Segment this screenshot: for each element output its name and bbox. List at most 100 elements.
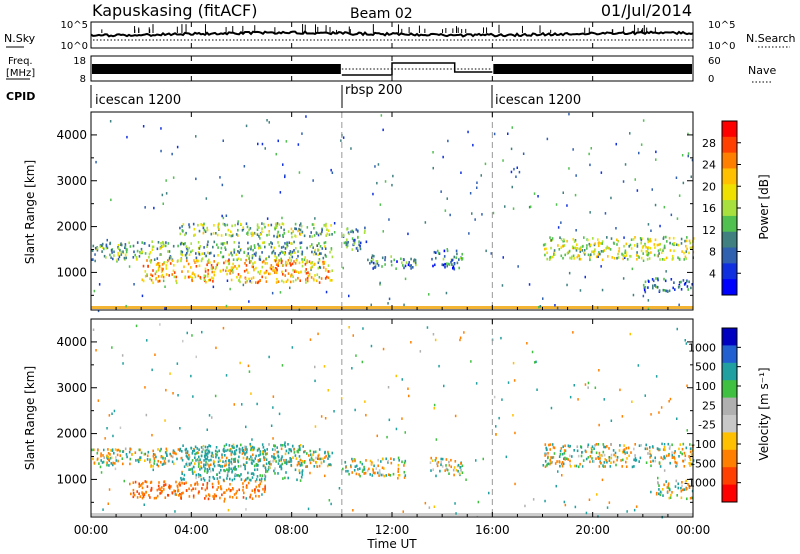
echo-point bbox=[158, 265, 161, 268]
echo-point bbox=[144, 480, 147, 483]
noise-echo-point bbox=[229, 287, 231, 291]
noise-echo-point bbox=[271, 291, 274, 295]
echo-point bbox=[667, 484, 670, 487]
echo-point bbox=[92, 244, 95, 248]
echo-point bbox=[202, 231, 205, 235]
echo-point bbox=[346, 242, 348, 245]
echo-point bbox=[259, 459, 261, 463]
echo-point bbox=[206, 245, 208, 248]
echo-point bbox=[312, 246, 314, 249]
echo-point bbox=[295, 278, 297, 282]
echo-point bbox=[303, 234, 306, 238]
echo-point bbox=[217, 460, 220, 464]
echo-point bbox=[649, 446, 651, 449]
echo-point bbox=[199, 468, 201, 471]
echo-point bbox=[576, 449, 579, 453]
echo-point bbox=[165, 273, 168, 276]
echo-point bbox=[230, 251, 232, 255]
echo-point bbox=[583, 236, 585, 239]
noise-echo-point bbox=[327, 389, 329, 392]
echo-point bbox=[591, 445, 594, 448]
echo-point bbox=[309, 245, 311, 248]
echo-point bbox=[107, 458, 110, 461]
echo-point bbox=[259, 482, 261, 486]
echo-point bbox=[666, 289, 668, 293]
echo-point bbox=[248, 246, 251, 250]
echo-point bbox=[309, 458, 311, 462]
echo-point bbox=[301, 260, 304, 264]
echo-point bbox=[321, 247, 324, 250]
echo-point bbox=[673, 456, 676, 459]
echo-point bbox=[200, 465, 202, 468]
echo-point bbox=[216, 477, 219, 480]
echo-point bbox=[268, 443, 270, 446]
noise-echo-point bbox=[512, 207, 515, 210]
echo-point bbox=[616, 238, 618, 242]
echo-point bbox=[262, 452, 265, 456]
echo-point bbox=[179, 484, 181, 487]
noise-echo-point bbox=[460, 171, 462, 174]
echo-point bbox=[294, 262, 297, 265]
echo-point bbox=[591, 250, 593, 254]
noise-echo-point bbox=[110, 198, 112, 202]
noise-echo-point bbox=[650, 229, 652, 232]
noise-echo-point bbox=[324, 417, 327, 420]
echo-point bbox=[293, 240, 295, 244]
echo-point bbox=[153, 258, 156, 261]
echo-point bbox=[303, 461, 306, 464]
noise-echo-point bbox=[384, 180, 387, 183]
echo-point bbox=[444, 265, 446, 269]
echo-point bbox=[460, 469, 462, 472]
echo-point bbox=[144, 452, 147, 456]
echo-point bbox=[244, 467, 246, 471]
echo-point bbox=[576, 247, 578, 250]
noise-echo-point bbox=[351, 460, 354, 463]
echo-point bbox=[306, 261, 309, 264]
echo-point bbox=[259, 279, 261, 282]
noise-echo-point bbox=[165, 388, 167, 392]
noise-echo-point bbox=[568, 112, 570, 116]
echo-point bbox=[163, 244, 165, 247]
y-tick-label: 3000 bbox=[56, 174, 87, 188]
echo-point bbox=[197, 465, 200, 468]
echo-point bbox=[203, 465, 205, 468]
echo-point bbox=[198, 490, 200, 493]
echo-point bbox=[403, 461, 406, 465]
echo-point bbox=[258, 226, 260, 229]
echo-point bbox=[681, 250, 683, 253]
echo-point bbox=[226, 471, 229, 475]
echo-point bbox=[313, 250, 316, 254]
echo-point bbox=[139, 495, 142, 498]
echo-point bbox=[658, 492, 660, 496]
echo-point bbox=[227, 269, 230, 273]
echo-point bbox=[265, 280, 268, 283]
echo-point bbox=[402, 264, 404, 267]
echo-point bbox=[551, 237, 554, 240]
echo-point bbox=[195, 252, 197, 255]
echo-point bbox=[230, 460, 232, 464]
noise-left-label: N.Sky bbox=[4, 32, 36, 45]
power-colorbar-tick-label: 8 bbox=[709, 246, 716, 259]
echo-point bbox=[207, 497, 210, 501]
echo-point bbox=[264, 225, 266, 229]
echo-point bbox=[273, 469, 275, 473]
echo-point bbox=[141, 250, 143, 254]
echo-point bbox=[287, 230, 290, 233]
echo-point bbox=[351, 471, 353, 474]
echo-point bbox=[294, 454, 297, 457]
echo-point bbox=[558, 455, 561, 458]
echo-point bbox=[218, 471, 221, 474]
y-tick-label: 1000 bbox=[56, 472, 87, 486]
echo-point bbox=[219, 496, 221, 500]
echo-point bbox=[152, 245, 155, 249]
echo-point bbox=[172, 244, 175, 248]
noise-echo-point bbox=[172, 392, 174, 395]
echo-point bbox=[251, 476, 254, 479]
echo-point bbox=[206, 481, 209, 485]
echo-point bbox=[225, 269, 227, 273]
echo-point bbox=[314, 262, 316, 266]
echo-point bbox=[179, 232, 182, 236]
noise-echo-point bbox=[106, 427, 108, 430]
echo-point bbox=[297, 461, 300, 465]
echo-point bbox=[171, 460, 174, 464]
